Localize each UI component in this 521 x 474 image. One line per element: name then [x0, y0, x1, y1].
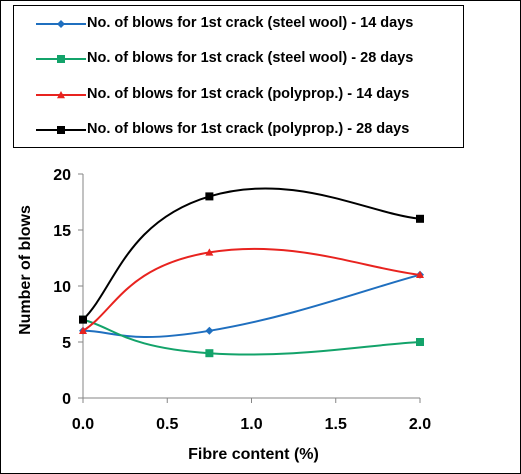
data-point	[205, 326, 214, 335]
data-point	[79, 315, 87, 324]
legend: No. of blows for 1st crack (steel wool) …	[13, 5, 464, 148]
data-point	[416, 338, 424, 346]
legend-item: No. of blows for 1st crack (polyprop.) -…	[14, 85, 463, 105]
y-tick-label: 5	[62, 335, 71, 352]
series-line	[82, 318, 421, 356]
data-point	[57, 126, 65, 134]
legend-label: No. of blows for 1st crack (steel wool) …	[87, 50, 414, 66]
data-point	[416, 270, 424, 278]
data-point	[205, 349, 214, 358]
data-point	[57, 91, 65, 99]
legend-item: No. of blows for 1st crack (steel wool) …	[14, 49, 463, 69]
legend-swatch	[36, 55, 86, 63]
legend-item: No. of blows for 1st crack (steel wool) …	[14, 14, 463, 34]
x-tick-label: 2.0	[409, 416, 431, 433]
y-tick-label: 20	[53, 167, 71, 184]
legend-swatch	[36, 126, 86, 134]
data-point	[205, 248, 214, 256]
x-axis-title: Fibre content (%)	[188, 446, 319, 463]
data-point	[57, 55, 65, 63]
data-point	[57, 20, 65, 28]
x-tick-label: 0.0	[72, 416, 94, 433]
x-tick-label: 0.5	[156, 416, 178, 433]
data-point	[416, 214, 424, 223]
legend-item: No. of blows for 1st crack (polyprop.) -…	[14, 120, 463, 140]
series-line	[82, 187, 421, 321]
legend-swatch	[36, 20, 86, 28]
series	[79, 187, 424, 324]
series	[79, 270, 424, 339]
y-tick-label: 10	[53, 279, 71, 296]
x-tick-label: 1.5	[325, 416, 347, 433]
y-axis-title: Number of blows	[17, 205, 34, 335]
y-tick-label: 0	[62, 391, 71, 408]
series-line	[82, 273, 421, 339]
legend-swatch	[36, 91, 86, 99]
legend-label: No. of blows for 1st crack (polyprop.) -…	[87, 121, 410, 137]
x-tick-label: 1.0	[240, 416, 262, 433]
data-point	[79, 326, 87, 334]
series	[79, 247, 424, 334]
legend-label: No. of blows for 1st crack (steel wool) …	[87, 15, 414, 31]
y-tick-label: 15	[53, 223, 71, 240]
data-point	[205, 192, 214, 201]
legend-label: No. of blows for 1st crack (polyprop.) -…	[87, 86, 410, 102]
